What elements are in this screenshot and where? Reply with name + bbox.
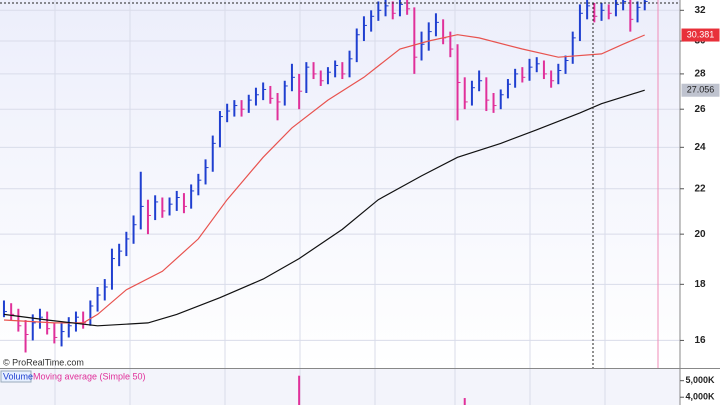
y-tick-label: 16	[694, 335, 706, 346]
moving-average-line	[3, 89, 645, 327]
last-value-label: 30.381	[687, 29, 715, 39]
volume-bar	[298, 375, 301, 405]
volume-legend-box	[0, 370, 32, 383]
y-tick-label: 24	[694, 142, 706, 153]
plot-background	[0, 0, 680, 368]
volume-bar	[463, 398, 466, 405]
volume-tick-label: 4,000K	[685, 392, 715, 402]
y-tick-label: 18	[694, 279, 706, 290]
y-tick-label: 28	[694, 69, 706, 80]
moving-average-line	[3, 34, 645, 324]
y-tick-label: 22	[694, 183, 706, 194]
y-tick-label: 32	[694, 5, 706, 16]
y-tick-label: 20	[694, 229, 706, 240]
last-value-box	[681, 83, 720, 97]
last-value-box	[681, 28, 720, 42]
volume-tick-label: 5,000K	[685, 375, 715, 385]
volume-background	[0, 369, 680, 405]
y-tick-label: 26	[694, 104, 706, 115]
last-value-label: 27.056	[687, 85, 715, 95]
volume-legend: Volume	[3, 371, 33, 381]
source: © ProRealTime.com	[3, 357, 84, 367]
volume-ma-legend: Moving average (Simple 50)	[33, 371, 146, 381]
